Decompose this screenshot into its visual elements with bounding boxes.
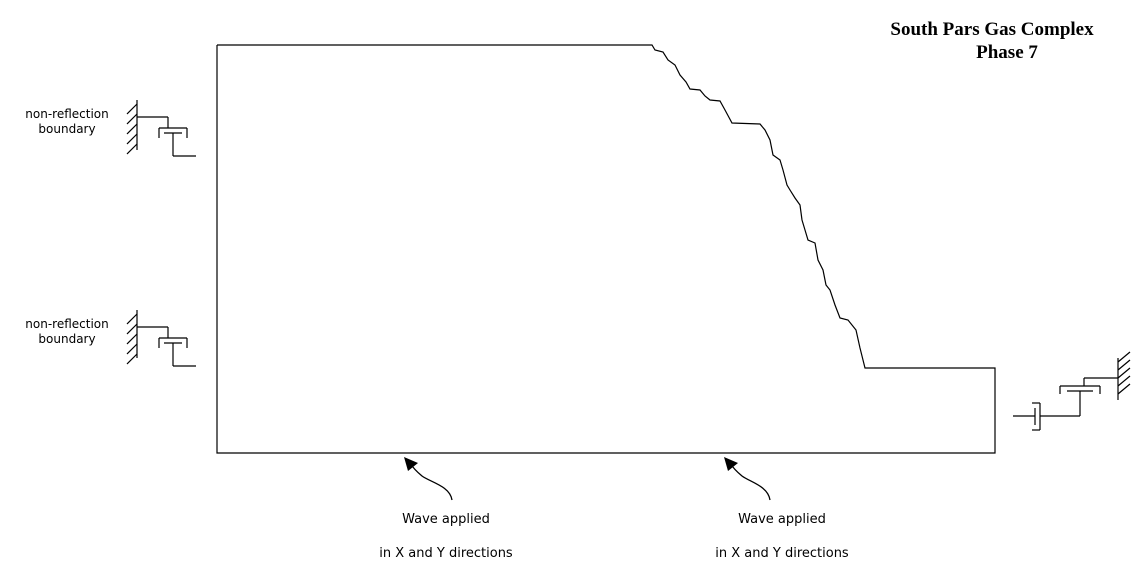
- wave-label-line-2: in X and Y directions: [715, 546, 849, 561]
- boundary-label-bottom: non-reflection boundary: [2, 317, 132, 347]
- damper-bottom-left: [127, 310, 196, 366]
- boundary-label-line-1: non-reflection: [25, 317, 109, 331]
- boundary-label-line-1: non-reflection: [25, 107, 109, 121]
- wave-arrow-right: [724, 457, 770, 500]
- title-line-1: South Pars Gas Complex: [890, 19, 1094, 40]
- page-title: South Pars Gas Complex Phase 7: [832, 18, 1132, 64]
- wave-label-line-1: Wave applied: [402, 512, 490, 527]
- boundary-label-line-2: boundary: [38, 122, 96, 136]
- slope-model-outline: [217, 45, 995, 453]
- damper-top-left: [127, 100, 196, 156]
- title-line-2: Phase 7: [976, 42, 1038, 63]
- boundary-label-top: non-reflection boundary: [2, 107, 132, 137]
- wave-label-line-2: in X and Y directions: [379, 546, 513, 561]
- damper-right: [1013, 352, 1130, 430]
- wave-label-line-1: Wave applied: [738, 512, 826, 527]
- boundary-label-line-2: boundary: [38, 332, 96, 346]
- wave-arrow-left: [404, 457, 452, 500]
